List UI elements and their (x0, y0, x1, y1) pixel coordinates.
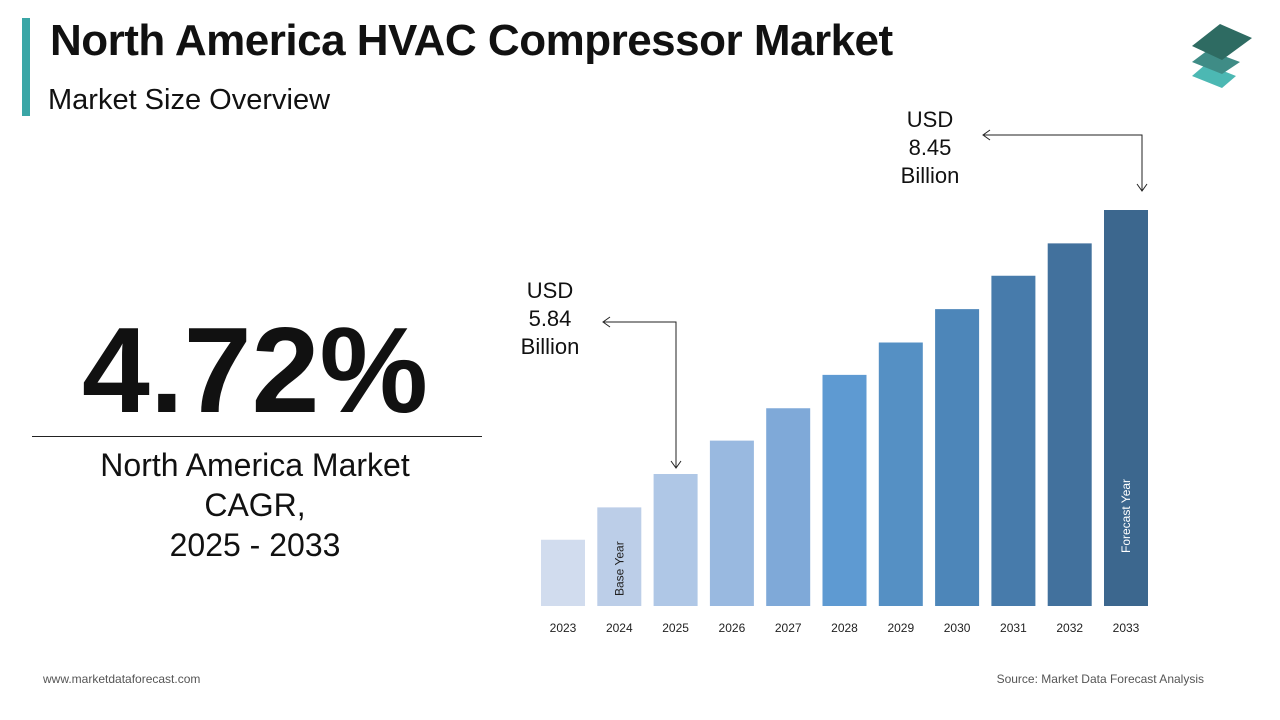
x-tick-label: 2029 (887, 621, 914, 635)
divider (32, 436, 482, 437)
bar-2029 (878, 342, 923, 606)
page-subtitle: Market Size Overview (48, 84, 331, 116)
end-value-annotation: USD 8.45 Billion (880, 106, 980, 190)
annotation-unit: Billion (520, 334, 580, 359)
logo-layers-icon (1192, 24, 1252, 88)
bar-2027 (766, 408, 811, 606)
bar-2026 (709, 440, 754, 606)
bar-2030 (935, 309, 980, 606)
annotation-unit: Billion (900, 163, 960, 188)
cagr-label-line: North America Market (100, 447, 410, 483)
bar-2031 (991, 275, 1036, 606)
annotation-currency: USD (906, 107, 954, 132)
x-tick-label: 2028 (831, 621, 858, 635)
x-tick-label: 2023 (550, 621, 577, 635)
start-value-annotation: USD 5.84 Billion (500, 277, 600, 361)
page-title: North America HVAC Compressor Market (50, 16, 893, 65)
x-tick-label: 2026 (719, 621, 746, 635)
bar-annotation-label: Forecast Year (1119, 479, 1133, 553)
bar-annotation-label: Base Year (612, 541, 626, 596)
annotation-value: 8.45 (908, 135, 952, 160)
x-tick-label: 2024 (606, 621, 633, 635)
annotation-value: 5.84 (528, 306, 572, 331)
x-tick-label: 2031 (1000, 621, 1027, 635)
bar-2033 (1104, 210, 1148, 606)
website-link[interactable]: www.marketdataforecast.com (43, 672, 201, 686)
arrow-end (982, 129, 1148, 192)
x-tick-label: 2033 (1113, 621, 1140, 635)
cagr-value: 4.72% (82, 302, 428, 438)
cagr-label-line: CAGR, (204, 487, 306, 523)
source-note: Source: Market Data Forecast Analysis (996, 672, 1204, 686)
bar-2023 (541, 539, 585, 606)
title-accent-bar (22, 18, 30, 116)
arrow-start (602, 316, 682, 469)
x-tick-label: 2032 (1056, 621, 1083, 635)
x-tick-label: 2025 (662, 621, 689, 635)
x-tick-label: 2030 (944, 621, 971, 635)
bar-2025 (653, 474, 698, 606)
cagr-label-line: 2025 - 2033 (169, 527, 341, 563)
bar-2032 (1047, 243, 1092, 606)
bar-2028 (822, 374, 867, 606)
annotation-currency: USD (526, 278, 574, 303)
bar-2024 (597, 507, 642, 606)
x-tick-label: 2027 (775, 621, 802, 635)
cagr-label: North America Market CAGR, 2025 - 2033 (30, 445, 480, 565)
